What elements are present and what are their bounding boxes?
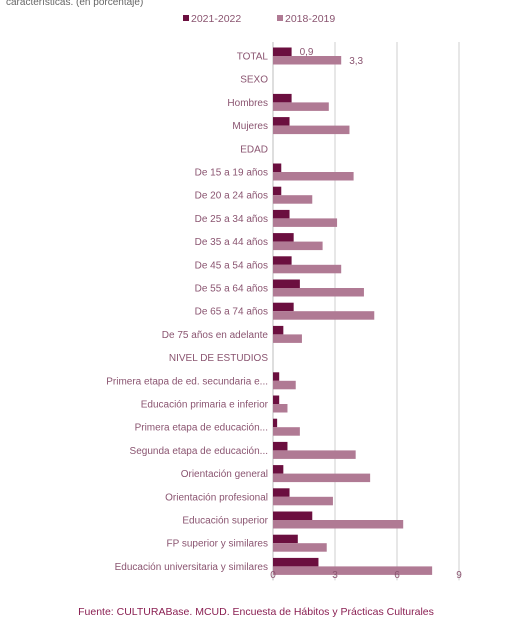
x-tick-label-6: 6 — [394, 570, 400, 581]
bar-2021-2022-16 — [273, 418, 278, 428]
category-label-8: De 35 a 44 años — [195, 237, 268, 248]
bar-2018-2019-6 — [273, 195, 313, 204]
bar-2021-2022-21 — [273, 534, 298, 544]
category-label-19: Orientación profesional — [165, 492, 268, 503]
chart-subtitle: características. (en porcentaje) — [6, 0, 143, 8]
bar-2018-2019-16 — [273, 427, 300, 436]
category-label-13: NIVEL DE ESTUDIOS — [169, 353, 268, 364]
bar-2018-2019-12 — [273, 334, 302, 343]
category-label-16: Primera etapa de educación... — [135, 423, 268, 434]
x-axis-ticks: 0 3 6 9 — [270, 570, 462, 581]
bar-2018-2019-22 — [273, 566, 433, 575]
bar-2021-2022-0 — [273, 47, 292, 56]
bar-2018-2019-2 — [273, 102, 329, 111]
bar-2018-2019-9 — [273, 264, 342, 274]
bar-2018-2019-3 — [273, 125, 350, 135]
bar-2021-2022-8 — [273, 233, 294, 242]
data-label-0-0: 0,9 — [300, 47, 314, 58]
bar-2021-2022-17 — [273, 441, 288, 451]
bar-2018-2019-0 — [273, 56, 342, 65]
chart-legend: 2021-2022 2018-2019 — [183, 13, 335, 25]
category-label-17: Segunda etapa de educación... — [130, 446, 268, 457]
category-label-0: TOTAL — [237, 52, 269, 63]
category-label-7: De 25 a 34 años — [195, 214, 268, 225]
bar-2021-2022-9 — [273, 256, 292, 265]
category-label-20: Educación superior — [182, 516, 268, 527]
bar-2018-2019-19 — [273, 496, 333, 506]
bar-2021-2022-14 — [273, 372, 280, 381]
category-label-5: De 15 a 19 años — [195, 168, 268, 179]
data-labels: 0,9 3,3 — [300, 47, 364, 67]
category-label-6: De 20 a 24 años — [195, 191, 268, 202]
bar-2021-2022-12 — [273, 325, 284, 335]
bar-2021-2022-19 — [273, 488, 290, 497]
category-label-10: De 55 a 64 años — [195, 284, 268, 295]
chart-bars — [273, 47, 433, 575]
x-tick-label-3: 3 — [332, 570, 338, 581]
category-label-9: De 45 a 54 años — [195, 260, 268, 271]
bar-2021-2022-15 — [273, 395, 280, 404]
category-label-22: Educación universitaria y similares — [115, 562, 268, 573]
data-label-1-0: 3,3 — [349, 56, 363, 67]
bar-2018-2019-14 — [273, 380, 296, 390]
bar-2021-2022-7 — [273, 209, 290, 219]
category-label-4: EDAD — [240, 144, 268, 155]
bar-2018-2019-21 — [273, 543, 327, 552]
bar-2018-2019-10 — [273, 288, 364, 297]
category-label-11: De 65 a 74 años — [195, 307, 268, 318]
category-label-2: Hombres — [227, 98, 268, 109]
bar-2018-2019-11 — [273, 311, 375, 320]
category-label-14: Primera etapa de ed. secundaria e... — [106, 376, 268, 387]
x-tick-label-9: 9 — [456, 570, 462, 581]
bar-2018-2019-7 — [273, 218, 338, 227]
bar-2018-2019-8 — [273, 241, 323, 251]
legend-swatch-2021-2022 — [183, 15, 189, 21]
legend-label-2021-2022: 2021-2022 — [191, 13, 241, 25]
bar-2021-2022-20 — [273, 511, 313, 520]
bar-2021-2022-18 — [273, 465, 284, 474]
legend-label-2018-2019: 2018-2019 — [285, 13, 335, 25]
bar-2018-2019-18 — [273, 473, 371, 483]
bar-2021-2022-5 — [273, 163, 282, 172]
bar-2021-2022-10 — [273, 279, 300, 288]
bar-2018-2019-17 — [273, 450, 356, 459]
category-label-1: SEXO — [240, 75, 268, 86]
bar-2021-2022-6 — [273, 186, 282, 196]
category-label-12: De 75 años en adelante — [162, 330, 269, 341]
bar-2021-2022-11 — [273, 302, 294, 312]
bar-2018-2019-5 — [273, 172, 354, 181]
x-tick-label-0: 0 — [270, 570, 276, 581]
category-label-21: FP superior y similares — [166, 539, 268, 550]
legend-swatch-2018-2019 — [277, 15, 283, 21]
bar-2021-2022-3 — [273, 117, 290, 126]
category-label-18: Orientación general — [181, 469, 268, 480]
category-label-3: Mujeres — [232, 121, 268, 132]
category-label-15: Educación primaria e inferior — [141, 400, 269, 411]
category-labels: TOTAL SEXO Hombres Mujeres EDAD De 15 a 19 añ… — [106, 52, 268, 573]
source-note: Fuente: CULTURABase. MCUD. Encuesta de H… — [78, 606, 434, 618]
bar-2018-2019-20 — [273, 520, 404, 529]
bar-2018-2019-15 — [273, 404, 288, 413]
bar-2021-2022-2 — [273, 93, 292, 103]
bar-2021-2022-22 — [273, 557, 319, 567]
